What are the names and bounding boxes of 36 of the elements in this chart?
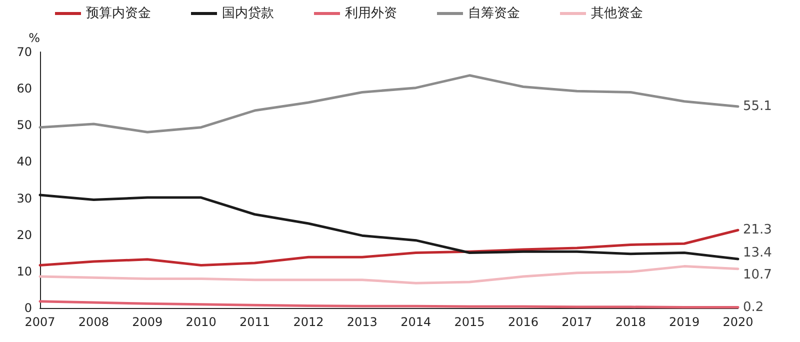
y-tick-label: 50 (16, 118, 32, 132)
x-tick-label: 2015 (454, 315, 485, 329)
x-tick-label: 2008 (78, 315, 109, 329)
x-tick-label: 2016 (508, 315, 539, 329)
y-tick-label: 30 (16, 191, 32, 206)
line-series (38, 265, 740, 284)
x-tick-label: 2017 (562, 315, 592, 329)
x-tick-label: 2013 (346, 315, 378, 329)
x-tick-label: 2014 (400, 315, 432, 329)
data-label: 0.2 (743, 300, 764, 315)
y-tick-label: 70 (16, 45, 32, 59)
x-tick-label: 2011 (239, 315, 270, 329)
y-tick-label: 20 (16, 228, 32, 242)
y-tick-label: 10 (16, 264, 32, 278)
y-axis-title: % (28, 31, 40, 45)
legend-label: 预算内资金 (86, 6, 151, 21)
legend-label: 其他资金 (591, 6, 643, 21)
x-tick-label: 2010 (186, 315, 216, 329)
data-label: 13.4 (743, 245, 772, 260)
x-tick-label: 2020 (722, 315, 754, 329)
legend-label: 自筹资金 (468, 6, 520, 21)
y-tick-label: 0 (24, 301, 32, 315)
x-tick-label: 2007 (24, 315, 56, 329)
x-tick-label: 2012 (293, 315, 324, 329)
x-tick-label: 2009 (132, 315, 163, 329)
line-series (38, 228, 740, 266)
data-label: 55.1 (743, 98, 772, 114)
legend-label: 国内贷款 (222, 6, 274, 21)
y-tick-label: 60 (16, 82, 32, 96)
data-label: 10.7 (743, 267, 772, 282)
x-tick-label: 2019 (669, 315, 700, 329)
data-label: 21.3 (743, 222, 772, 238)
y-tick-label: 40 (16, 154, 32, 169)
legend-label: 利用外资 (345, 6, 397, 21)
line-series (38, 74, 740, 134)
x-tick-label: 2018 (615, 315, 646, 329)
